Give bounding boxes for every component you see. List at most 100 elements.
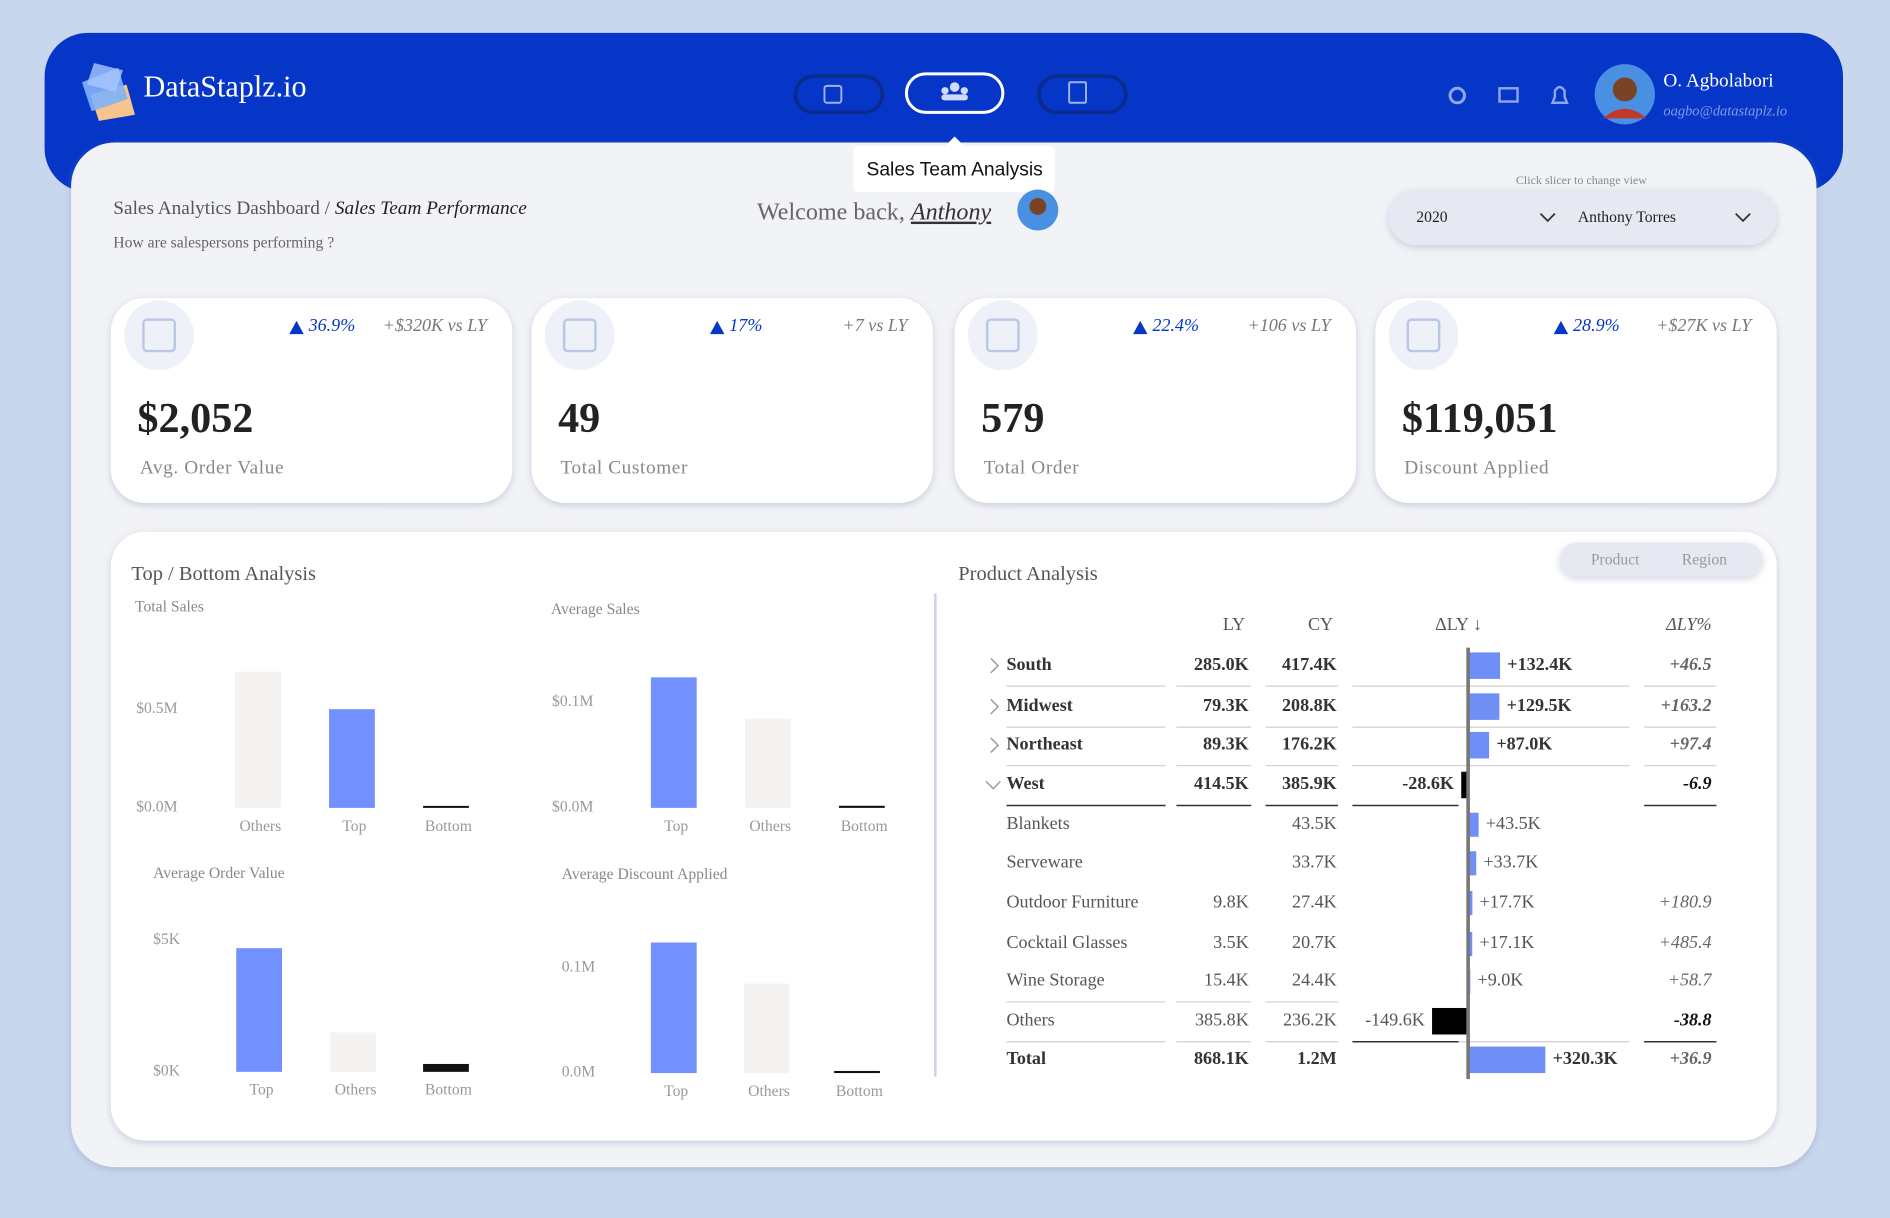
nav-button[interactable] bbox=[1037, 74, 1128, 115]
bell-icon[interactable] bbox=[1550, 85, 1569, 104]
avatar-face bbox=[1612, 77, 1637, 102]
delta-label: +132.4K bbox=[1507, 654, 1572, 674]
kpi-change: 36.9% bbox=[308, 315, 356, 335]
kpi-value: 579 bbox=[981, 395, 1044, 442]
kpi-vs: +$320K vs LY bbox=[383, 315, 489, 335]
y-tick-label: $0K bbox=[153, 1062, 181, 1079]
row-name: Midwest bbox=[1006, 695, 1072, 715]
bar bbox=[838, 805, 885, 808]
table-cell: +97.4 bbox=[1670, 733, 1712, 753]
kpi-change: 17% bbox=[729, 315, 762, 335]
row-name: Northeast bbox=[1006, 733, 1082, 753]
delta-label: -149.6K bbox=[1365, 1009, 1425, 1029]
nav-button-active[interactable] bbox=[904, 72, 1005, 114]
row-name: Wine Storage bbox=[1006, 970, 1104, 990]
slicer[interactable] bbox=[1388, 189, 1777, 245]
breadcrumb-root: Sales Analytics Dashboard / bbox=[113, 198, 330, 219]
settings-icon[interactable] bbox=[1448, 86, 1467, 105]
kpi-vs: +7 vs LY bbox=[843, 315, 910, 335]
dropdown-icon[interactable] bbox=[1735, 213, 1751, 223]
column-header: CY bbox=[1308, 614, 1333, 634]
up-arrow bbox=[289, 320, 304, 335]
kpi-label: Avg. Order Value bbox=[140, 458, 284, 479]
bar bbox=[330, 1032, 377, 1072]
logo-text: DataStaplz.io bbox=[143, 69, 306, 103]
toggle-option[interactable]: Product bbox=[1591, 551, 1640, 568]
dropdown-icon[interactable] bbox=[1539, 213, 1556, 223]
row-name: West bbox=[1006, 773, 1044, 793]
delta-bar bbox=[1468, 891, 1473, 916]
delta-bar bbox=[1468, 851, 1477, 876]
expand-icon[interactable] bbox=[990, 657, 1000, 674]
y-tick-label: $0.0M bbox=[136, 798, 177, 815]
bar bbox=[834, 1070, 880, 1074]
x-tick-label: Top bbox=[664, 818, 688, 835]
expand-icon[interactable] bbox=[990, 737, 1000, 753]
table-cell: 414.5K bbox=[1194, 773, 1249, 793]
kpi-icon-glyph bbox=[985, 318, 1020, 353]
delta-bar bbox=[1468, 812, 1479, 837]
nav-button[interactable] bbox=[793, 74, 885, 115]
x-tick-label: Top bbox=[342, 818, 366, 835]
chart-title: Average Discount Applied bbox=[562, 866, 728, 883]
delta-bar bbox=[1432, 1007, 1469, 1035]
kpi-icon-glyph bbox=[562, 318, 597, 353]
bar bbox=[235, 671, 281, 808]
bar bbox=[744, 718, 791, 808]
kpi-value: $2,052 bbox=[137, 395, 253, 442]
table-cell: 15.4K bbox=[1204, 970, 1249, 990]
x-tick-label: Others bbox=[748, 1083, 790, 1100]
delta-label: +87.0K bbox=[1496, 733, 1552, 753]
table-cell: 176.2K bbox=[1282, 733, 1337, 753]
delta-label: +17.1K bbox=[1479, 932, 1534, 952]
bar bbox=[423, 805, 469, 808]
slicer-person[interactable]: Anthony Torres bbox=[1578, 209, 1676, 226]
y-tick-label: $0.1M bbox=[552, 693, 593, 710]
toggle[interactable] bbox=[1559, 542, 1763, 577]
bar bbox=[650, 677, 697, 808]
row-name: Total bbox=[1006, 1048, 1046, 1068]
kpi-value: $119,051 bbox=[1402, 395, 1558, 442]
collapse-icon[interactable] bbox=[985, 780, 1001, 790]
delta-bar bbox=[1468, 731, 1490, 759]
mail-icon[interactable] bbox=[1498, 87, 1519, 103]
x-tick-label: Top bbox=[249, 1082, 273, 1099]
toggle-option[interactable]: Region bbox=[1682, 551, 1727, 568]
row-name: Outdoor Furniture bbox=[1006, 891, 1138, 911]
table-cell: 385.8K bbox=[1195, 1009, 1249, 1029]
expand-icon[interactable] bbox=[990, 698, 1000, 715]
chart-title: Total Sales bbox=[135, 598, 204, 615]
bar bbox=[650, 942, 697, 1074]
welcome-avatar-face bbox=[1029, 197, 1047, 215]
delta-bar bbox=[1468, 693, 1500, 720]
kpi-card bbox=[110, 298, 513, 503]
table-cell: 33.7K bbox=[1292, 851, 1337, 871]
row-name: South bbox=[1006, 654, 1051, 674]
row-name: Blankets bbox=[1006, 813, 1069, 833]
kpi-icon-glyph bbox=[1406, 318, 1441, 353]
analysis-panel bbox=[110, 531, 1777, 1141]
kpi-vs: +106 vs LY bbox=[1248, 315, 1333, 335]
welcome-text: Welcome back, bbox=[757, 199, 905, 225]
bar bbox=[423, 1063, 469, 1072]
kpi-label: Total Customer bbox=[560, 458, 687, 479]
x-tick-label: Bottom bbox=[841, 818, 888, 835]
bar bbox=[236, 948, 283, 1072]
kpi-card bbox=[531, 298, 933, 503]
column-header: ΔLY ↓ bbox=[1435, 614, 1482, 634]
chart-title: Average Order Value bbox=[153, 865, 285, 882]
table-cell: -6.9 bbox=[1683, 773, 1712, 793]
kpi-change: 28.9% bbox=[1573, 315, 1620, 335]
row-name: Others bbox=[1006, 1009, 1054, 1029]
table-cell: 43.5K bbox=[1292, 813, 1337, 833]
slicer-hint: Click slicer to change view bbox=[1516, 173, 1647, 187]
x-tick-label: Bottom bbox=[425, 1082, 472, 1099]
subtitle: How are salespersons performing ? bbox=[113, 234, 334, 251]
bar bbox=[329, 709, 375, 808]
slicer-year[interactable]: 2020 bbox=[1416, 209, 1447, 226]
x-tick-label: Top bbox=[664, 1083, 688, 1100]
section-title: Top / Bottom Analysis bbox=[131, 563, 316, 585]
delta-bar bbox=[1468, 1046, 1546, 1074]
welcome: Welcome back, Anthony bbox=[757, 199, 992, 225]
table-cell: 236.2K bbox=[1283, 1009, 1337, 1029]
